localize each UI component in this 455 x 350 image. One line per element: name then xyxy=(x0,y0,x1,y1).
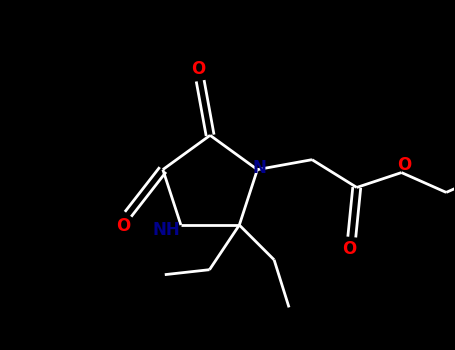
Text: NH: NH xyxy=(152,221,180,239)
Text: O: O xyxy=(342,240,356,258)
Text: O: O xyxy=(191,60,205,78)
Text: N: N xyxy=(253,159,266,177)
Text: O: O xyxy=(397,156,412,174)
Text: O: O xyxy=(116,217,130,235)
